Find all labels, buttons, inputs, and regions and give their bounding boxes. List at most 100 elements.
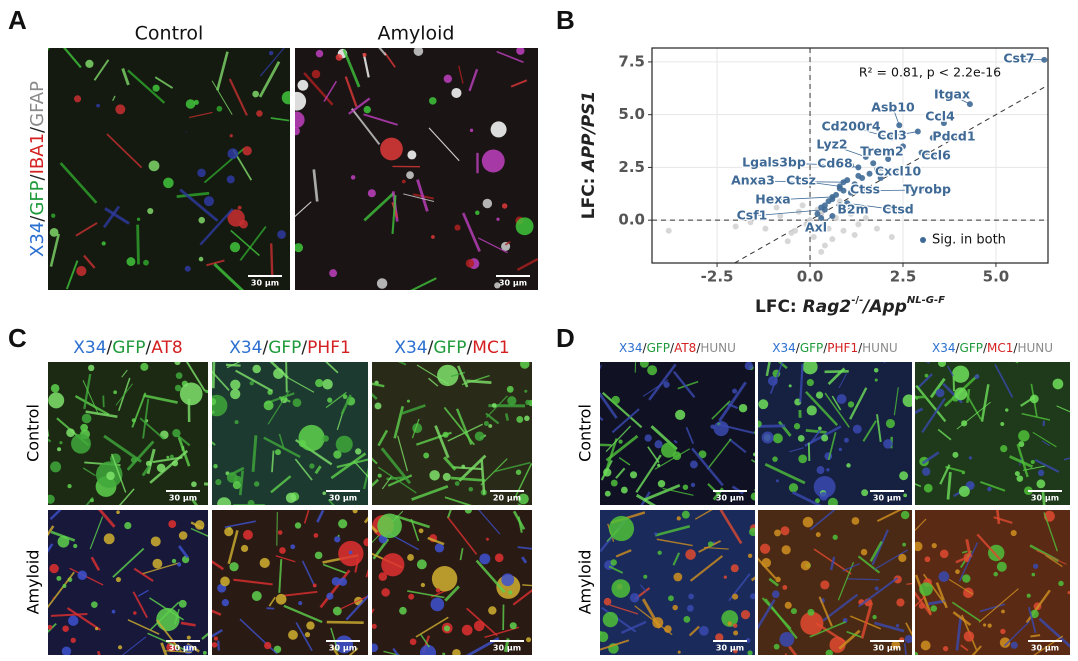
cell: [71, 433, 91, 454]
stain-segment: /: [428, 338, 434, 358]
process: [600, 391, 618, 419]
process: [340, 394, 352, 415]
cell: [610, 479, 618, 487]
point-label: Pdcd1: [932, 129, 975, 144]
cell: [657, 463, 661, 467]
micrograph: 30 μm: [48, 362, 208, 505]
cell: [993, 571, 999, 577]
cell: [821, 434, 829, 442]
cell: [85, 59, 94, 68]
process: [468, 68, 479, 92]
process: [118, 488, 135, 505]
stain-segment: GFP: [647, 341, 670, 355]
process: [90, 556, 101, 571]
process: [331, 645, 340, 655]
leader-line: [831, 144, 866, 158]
cell: [326, 592, 334, 600]
process: [642, 379, 669, 397]
process: [496, 50, 524, 64]
cell: [629, 593, 640, 603]
cell: [1010, 529, 1017, 537]
stain-segment: /: [145, 338, 151, 358]
cell: [243, 529, 253, 540]
cell: [90, 498, 94, 503]
cell: [252, 90, 260, 98]
point: [747, 219, 754, 226]
process: [410, 277, 437, 290]
process: [251, 435, 258, 472]
process: [618, 456, 631, 466]
process: [323, 80, 338, 103]
process: [112, 547, 145, 578]
cell: [732, 593, 739, 600]
stain-label: X34/GFP/MC1/HUNU: [932, 341, 1053, 355]
process: [955, 616, 963, 651]
point: [966, 101, 973, 108]
point: [873, 166, 880, 173]
process: [809, 510, 835, 531]
cell: [1000, 445, 1008, 453]
cell: [181, 555, 190, 564]
point: [836, 185, 843, 192]
process: [605, 425, 632, 453]
cell: [813, 476, 836, 498]
cell: [772, 433, 783, 444]
legend-marker: [920, 237, 926, 243]
process: [164, 650, 192, 654]
stain-segment: GFP: [960, 341, 983, 355]
process: [818, 596, 833, 627]
cell: [259, 557, 270, 569]
point-label: Lgals3bp: [742, 155, 806, 170]
process: [799, 363, 804, 403]
cell: [116, 510, 120, 514]
cell: [435, 588, 441, 593]
cell: [788, 384, 792, 388]
cell: [229, 241, 241, 253]
cell: [775, 479, 779, 483]
process: [82, 467, 96, 477]
cell: [774, 529, 781, 537]
cell: [826, 468, 830, 472]
cell: [103, 533, 115, 545]
process: [478, 510, 501, 535]
axis-label-part: LFC:: [579, 172, 599, 220]
process: [807, 442, 811, 462]
cell: [689, 460, 698, 469]
process: [791, 490, 822, 505]
process: [691, 447, 724, 487]
cell: [668, 595, 674, 602]
point-label: Axl: [805, 220, 827, 235]
plot-frame: [651, 47, 1049, 264]
process: [838, 629, 861, 650]
cell: [836, 394, 847, 404]
cell: [48, 392, 65, 409]
process: [869, 540, 883, 562]
texture: [48, 362, 208, 505]
process: [190, 527, 208, 537]
cell: [683, 615, 691, 623]
cell: [852, 424, 862, 434]
cell: [115, 576, 121, 583]
cell: [322, 435, 329, 442]
process: [185, 362, 206, 392]
point: [877, 174, 884, 181]
stain-segment: /: [858, 341, 863, 355]
process: [600, 639, 630, 651]
cell: [681, 510, 690, 519]
process: [1022, 465, 1046, 471]
cell: [800, 560, 811, 571]
cell: [963, 631, 975, 642]
process: [235, 369, 274, 393]
process: [411, 418, 420, 439]
cell: [377, 473, 382, 478]
cell: [147, 207, 154, 215]
leader-line: [932, 136, 955, 139]
cell: [942, 645, 949, 652]
cell: [50, 383, 60, 393]
cell: [226, 175, 235, 184]
process: [189, 111, 213, 119]
cell: [903, 493, 908, 498]
point: [862, 187, 869, 194]
stain-segment: GFP: [112, 338, 145, 358]
cell: [252, 364, 261, 374]
